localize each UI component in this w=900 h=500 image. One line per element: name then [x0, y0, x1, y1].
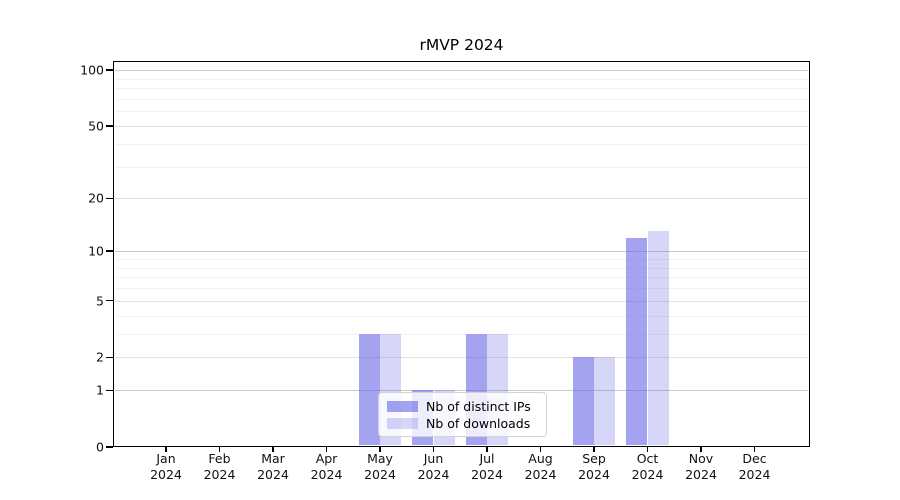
x-tick-label: Jun 2024	[417, 451, 450, 482]
y-tick-label: 100	[80, 62, 104, 78]
y-axis-tick	[106, 250, 113, 252]
minor-gridline	[115, 288, 808, 289]
x-axis-tick	[432, 447, 435, 452]
x-tick-label: Oct 2024	[631, 451, 664, 482]
x-tick-label: Nov 2024	[685, 451, 717, 482]
y-axis-tick	[106, 197, 113, 200]
x-axis-tick	[272, 447, 274, 452]
x-axis-tick	[325, 447, 328, 452]
x-tick-label: May 2024	[364, 451, 396, 482]
gridline	[115, 198, 808, 200]
y-tick-label: 50	[88, 118, 104, 134]
y-axis-tick	[106, 356, 113, 359]
minor-gridline	[115, 111, 808, 113]
chart-title: rMVP 2024	[419, 36, 504, 54]
legend-row-downloads: Nb of downloads	[387, 415, 546, 432]
y-tick-label: 2	[96, 349, 104, 365]
x-tick-label: Jul 2024	[471, 451, 503, 482]
minor-gridline	[115, 166, 808, 168]
minor-gridline	[115, 315, 808, 317]
x-tick-label: Apr 2024	[310, 451, 343, 482]
x-axis-tick	[379, 447, 381, 452]
legend-label-downloads: Nb of downloads	[426, 416, 531, 431]
gridline	[115, 357, 808, 359]
major-gridline	[115, 251, 808, 253]
y-tick-label: 0	[96, 439, 104, 455]
y-tick-label: 5	[96, 293, 104, 309]
y-axis-tick	[106, 446, 113, 448]
major-gridline	[115, 70, 808, 71]
legend-swatch-downloads	[387, 418, 418, 429]
gridline	[115, 300, 808, 302]
legend-row-distinct-ips: Nb of distinct IPs	[387, 398, 546, 415]
y-tick-label: 10	[88, 243, 104, 259]
y-axis-tick	[106, 299, 113, 302]
x-axis-tick	[646, 447, 649, 452]
x-tick-label: Dec 2024	[738, 451, 771, 482]
x-axis-tick	[218, 447, 221, 452]
minor-gridline	[115, 78, 808, 80]
y-tick-label: 1	[96, 382, 104, 398]
bar-distinct-ips	[358, 333, 380, 446]
x-axis-tick	[753, 447, 756, 452]
x-tick-label: Feb 2024	[203, 451, 236, 482]
gridline	[115, 125, 808, 127]
x-axis-tick	[593, 447, 595, 452]
y-axis-tick	[106, 69, 113, 71]
x-axis-tick	[165, 447, 167, 452]
minor-gridline	[115, 277, 808, 279]
minor-gridline	[115, 258, 808, 260]
minor-gridline	[115, 333, 808, 335]
bar-downloads	[594, 357, 616, 446]
x-axis-tick	[539, 447, 542, 452]
minor-gridline	[115, 88, 808, 89]
minor-gridline	[115, 143, 808, 145]
x-axis-tick	[700, 447, 702, 452]
x-tick-label: Sep 2024	[578, 451, 610, 482]
legend: Nb of distinct IPs Nb of downloads	[378, 392, 547, 437]
major-gridline	[115, 390, 808, 392]
bar-downloads	[647, 231, 669, 446]
y-axis-tick	[106, 125, 113, 127]
x-tick-label: Jan 2024	[150, 451, 182, 482]
legend-label-distinct-ips: Nb of distinct IPs	[426, 399, 531, 414]
x-tick-label: Aug 2024	[524, 451, 557, 482]
minor-gridline	[115, 98, 808, 100]
bar-distinct-ips	[626, 237, 648, 446]
y-tick-label: 20	[88, 190, 104, 206]
x-axis-tick	[486, 447, 488, 452]
y-axis-tick	[106, 389, 113, 392]
x-tick-label: Mar 2024	[257, 451, 289, 482]
minor-gridline	[115, 267, 808, 269]
bar-distinct-ips	[572, 357, 594, 446]
legend-swatch-distinct-ips	[387, 401, 418, 412]
